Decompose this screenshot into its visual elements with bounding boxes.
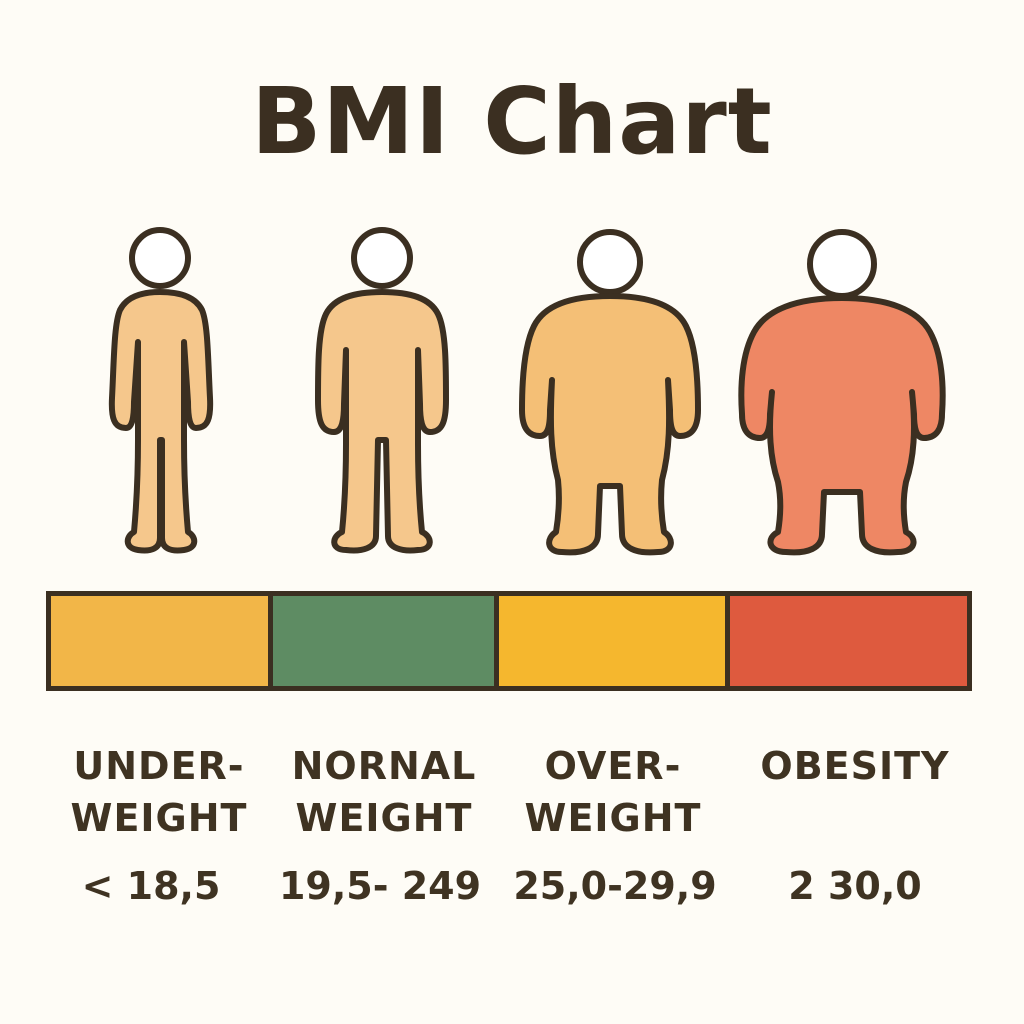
overweight-label: OVER- WEIGHT	[498, 740, 728, 844]
overweight-figure-icon	[519, 229, 701, 556]
normal-weight-label-line2: WEIGHT	[295, 796, 473, 840]
overweight-segment	[499, 596, 725, 686]
normal-body	[315, 289, 449, 554]
bmi-color-bar	[46, 591, 972, 691]
normal-weight-label: NORNAL WEIGHT	[269, 740, 499, 844]
obesity-body	[738, 295, 946, 556]
obesity-label-line1: OBESITY	[760, 744, 950, 788]
underweight-figure-icon	[108, 227, 214, 554]
obesity-range: 2 30,0	[788, 864, 922, 908]
normal-weight-segment	[273, 596, 494, 686]
obesity-figure-icon	[738, 229, 946, 556]
overweight-label-line1: OVER-	[544, 744, 682, 788]
overweight-range: 25,0-29,9	[513, 864, 717, 908]
overweight-label-line2: WEIGHT	[524, 796, 702, 840]
normal-weight-range: 19,5- 249	[278, 864, 482, 908]
normal-weight-figure-icon	[315, 227, 449, 554]
obesity-label: OBESITY	[740, 740, 970, 792]
underweight-segment	[51, 596, 268, 686]
normal-weight-label-line1: NORNAL	[291, 744, 477, 788]
underweight-body	[108, 289, 214, 554]
page-title: BMI Chart	[251, 68, 773, 175]
obesity-segment	[730, 596, 967, 686]
underweight-range: < 18,5	[81, 864, 221, 908]
underweight-label-line2: WEIGHT	[70, 796, 248, 840]
underweight-label: UNDER- WEIGHT	[44, 740, 274, 844]
underweight-label-line1: UNDER-	[73, 744, 245, 788]
overweight-body	[519, 293, 701, 556]
body-figures	[108, 227, 946, 556]
